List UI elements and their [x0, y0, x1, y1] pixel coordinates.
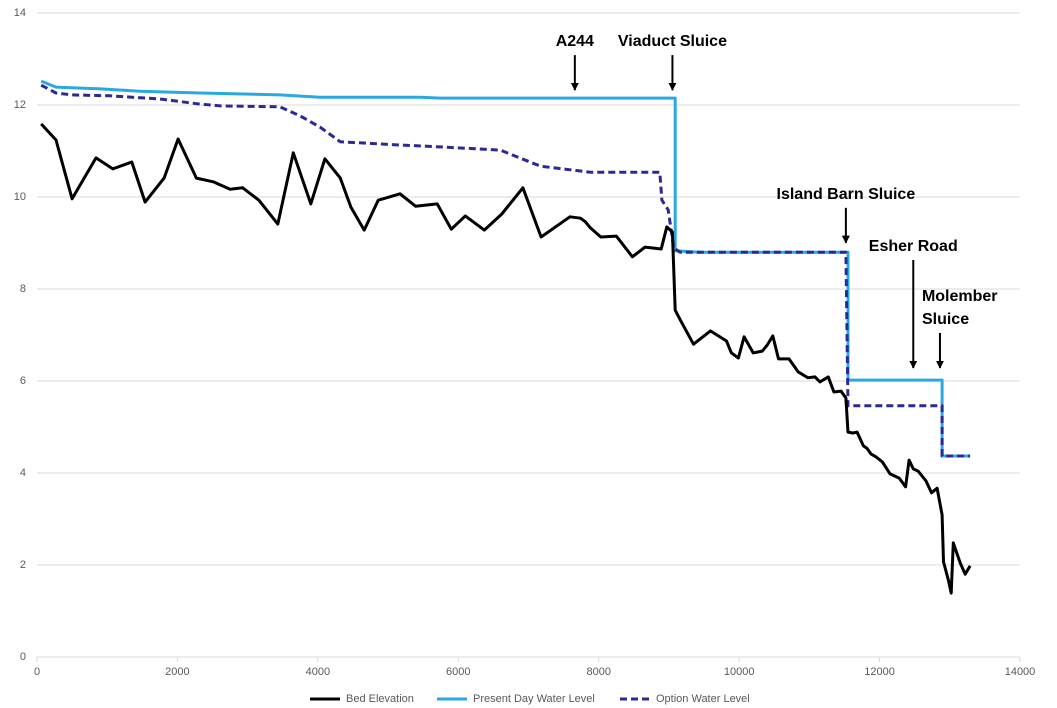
- series-line: [40, 79, 971, 458]
- annotation-text: Molember Sluice: [921, 287, 998, 328]
- y-tick-label: 4: [20, 467, 26, 479]
- x-tick-label: 8000: [586, 666, 610, 678]
- annotation-wrap: Molember Sluice: [922, 275, 1022, 331]
- annotation-box: Molember Sluice: [922, 275, 1022, 331]
- annotation-text: Island Barn Sluice: [776, 185, 916, 203]
- annotation-text: Viaduct Sluice: [617, 33, 727, 51]
- legend-label: Option Water Level: [656, 693, 750, 705]
- x-tick-label: 4000: [306, 666, 330, 678]
- legend-label: Present Day Water Level: [473, 693, 595, 705]
- annotation-box: Island Barn Sluice: [756, 150, 936, 206]
- annotation-box: A244: [535, 0, 615, 53]
- y-tick-label: 14: [14, 7, 26, 19]
- series-line: [40, 122, 972, 595]
- y-tick-label: 0: [20, 651, 26, 663]
- legend-label: Bed Elevation: [346, 693, 414, 705]
- annotation-wrap: Viaduct Sluice: [607, 0, 737, 53]
- annotation-wrap: Esher Road: [858, 202, 968, 258]
- y-tick-label: 6: [20, 375, 26, 387]
- x-tick-label: 2000: [165, 666, 189, 678]
- y-tick-label: 2: [20, 559, 26, 571]
- annotation-wrap: A244: [535, 0, 615, 53]
- x-tick-label: 12000: [864, 666, 895, 678]
- y-tick-label: 12: [14, 99, 26, 111]
- annotation-wrap: Island Barn Sluice: [756, 150, 936, 206]
- x-tick-label: 10000: [724, 666, 755, 678]
- y-tick-label: 10: [14, 191, 26, 203]
- annotation-text: Esher Road: [868, 237, 958, 255]
- annotation-text: A244: [555, 33, 594, 51]
- annotation-box: Esher Road: [858, 202, 968, 258]
- series-line: [40, 83, 971, 458]
- y-tick-label: 8: [20, 283, 26, 295]
- x-tick-label: 0: [34, 666, 40, 678]
- x-tick-label: 6000: [446, 666, 470, 678]
- annotation-box: Viaduct Sluice: [607, 0, 737, 53]
- x-tick-label: 14000: [1005, 666, 1036, 678]
